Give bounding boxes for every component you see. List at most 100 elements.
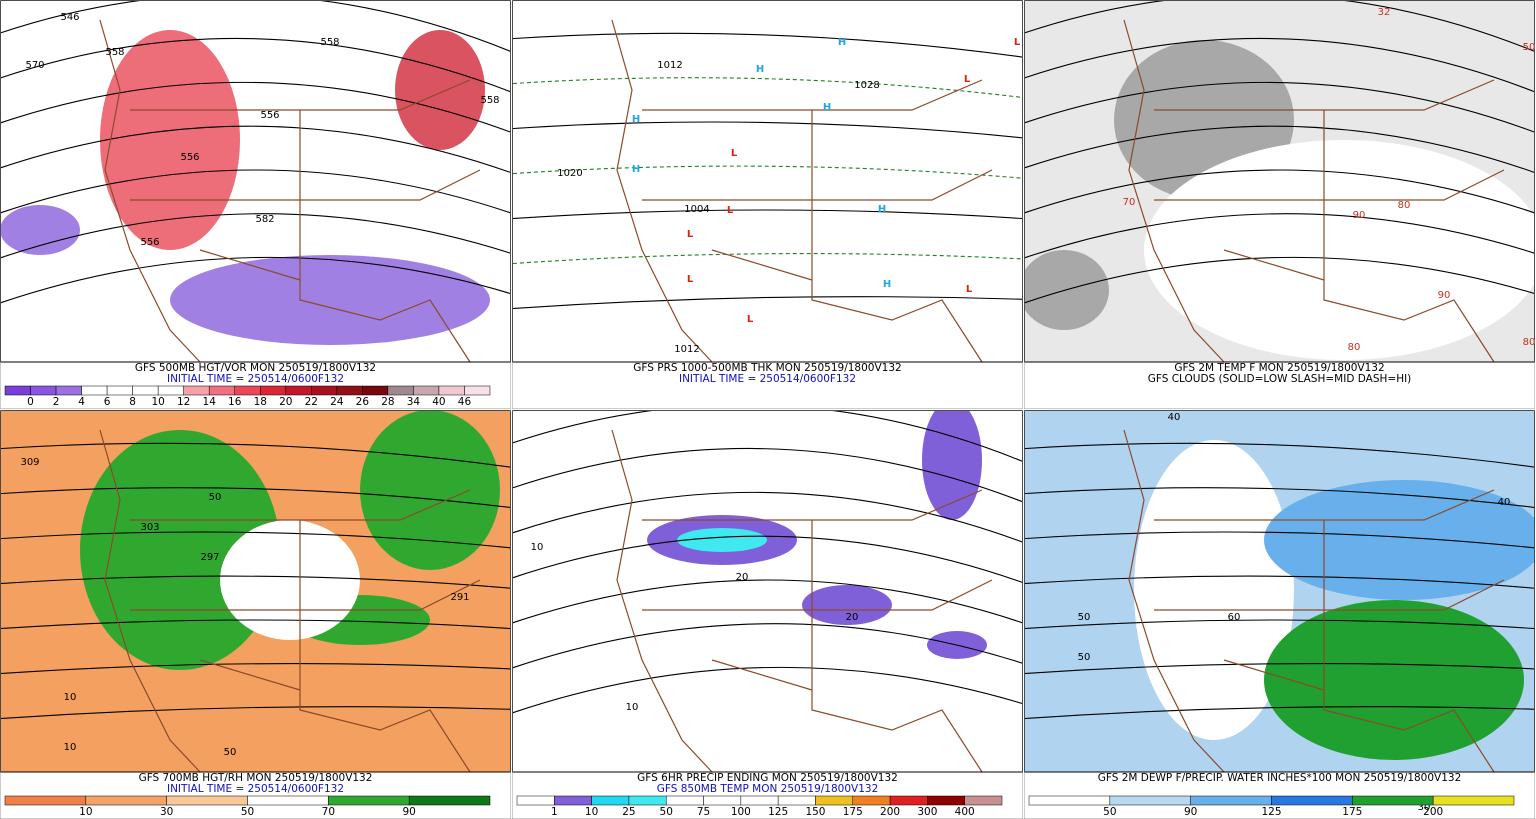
map-label: L (747, 314, 754, 325)
colorbar-label: 50 (1103, 806, 1116, 818)
contour-line (0, 663, 511, 675)
contour-line (1024, 575, 1535, 589)
contour-line (512, 447, 1023, 503)
colorbar-label: 46 (458, 396, 472, 408)
map-panel: H H H H H H H L L L L L L L L 1028 1020 1012 1004 1012 GFS P… (512, 0, 1023, 409)
map-label: L (687, 229, 694, 240)
colorbar-segment (413, 385, 440, 396)
map-label: 10 (626, 702, 639, 713)
map-label: 50 (1078, 612, 1091, 623)
colorbar-segment (628, 795, 667, 806)
caption: GFS 6HR PRECIP ENDING MON 250519/1800V13… (637, 772, 898, 784)
contour-line (512, 666, 1023, 714)
colorbar-label: 14 (203, 396, 217, 408)
colorbar-segment (362, 385, 389, 396)
colorbar-segment (408, 795, 491, 806)
contour-line (1024, 0, 1535, 53)
colorbar-segment (311, 385, 338, 396)
colorbar-segment (777, 795, 816, 806)
map-label: 40 (1168, 412, 1181, 423)
contour-line (0, 169, 511, 214)
colorbar-segment (516, 795, 555, 806)
map-shading (1264, 480, 1535, 600)
map-label: 303 (140, 522, 159, 533)
colorbar-label: 28 (381, 396, 394, 408)
map-label: 40 (1498, 497, 1511, 508)
map-label: 1012 (674, 344, 699, 355)
contour-line (1024, 213, 1535, 259)
map-label: 30 (1418, 802, 1431, 813)
contour-line (1024, 706, 1535, 720)
colorbar-segment (85, 795, 167, 806)
contour-line (512, 209, 1023, 220)
map-label: 50 (1523, 42, 1535, 53)
colorbar-segment (285, 385, 312, 396)
map-shading (1134, 440, 1294, 740)
contour-line (1024, 125, 1535, 174)
map-label: 309 (20, 457, 39, 468)
colorbar-segment (260, 385, 287, 396)
map-label: L (727, 205, 734, 216)
colorbar-label: 2 (53, 396, 60, 408)
map-label: 90 (1353, 210, 1366, 221)
map-shading (802, 585, 892, 625)
contour-line (1024, 531, 1535, 549)
map-label: 10 (531, 542, 544, 553)
map-shading (360, 410, 500, 570)
map-label: H (632, 114, 640, 125)
map-label: 556 (140, 237, 159, 248)
map-label: 20 (736, 572, 749, 583)
colorbar-label: 175 (843, 806, 863, 818)
map-label: 558 (480, 95, 499, 106)
colorbar-segment (438, 385, 465, 396)
contour-line (0, 442, 511, 468)
contour-line (1024, 663, 1535, 675)
map-label: L (687, 274, 694, 285)
coastline (1123, 19, 1505, 363)
colorbar-segment (132, 385, 159, 396)
map-label: 10 (64, 692, 77, 703)
map-label: L (964, 74, 971, 85)
map-label: H (878, 204, 886, 215)
contour-line (512, 535, 1023, 584)
colorbar-label: 22 (305, 396, 318, 408)
map-shading (1144, 140, 1535, 360)
colorbar-label: 150 (805, 806, 825, 818)
colorbar-label: 50 (660, 806, 673, 818)
map-label: 32 (1378, 7, 1391, 18)
colorbar-label: 34 (407, 396, 421, 408)
coastline (99, 429, 481, 773)
map-shading (220, 520, 360, 640)
map-label: 1004 (684, 204, 709, 215)
caption: GFS PRS 1000-500MB THK MON 250519/1800V1… (633, 362, 901, 374)
contour-line (512, 253, 1023, 265)
colorbar-segment (4, 795, 87, 806)
colorbar-segment (247, 795, 329, 806)
coastline (611, 19, 993, 363)
caption: INITIAL TIME = 250514/0600F132 (167, 783, 344, 795)
colorbar-segment (927, 795, 965, 806)
map-label: 1028 (854, 80, 879, 91)
colorbar-label: 6 (104, 396, 111, 408)
colorbar-label: 30 (160, 806, 173, 818)
colorbar-label: 70 (322, 806, 335, 818)
contour-line (512, 491, 1023, 543)
contour-line (512, 579, 1023, 624)
colorbar-segment (889, 795, 928, 806)
colorbar-segment (1109, 795, 1191, 806)
map-label: L (731, 148, 738, 159)
map-label: 291 (450, 592, 469, 603)
colorbar-label: 26 (356, 396, 370, 408)
map-label: H (883, 279, 891, 290)
colorbar-segment (1271, 795, 1353, 806)
map-label: 50 (1078, 652, 1091, 663)
colorbar-segment (4, 385, 31, 396)
contour-line (0, 706, 511, 720)
contour-line (0, 37, 511, 93)
contour-line (1024, 442, 1535, 468)
colorbar-segment (387, 385, 414, 396)
colorbar-segment (30, 385, 57, 396)
contour-line (0, 256, 511, 304)
colorbar-label: 24 (330, 396, 344, 408)
map-label: 556 (180, 152, 199, 163)
